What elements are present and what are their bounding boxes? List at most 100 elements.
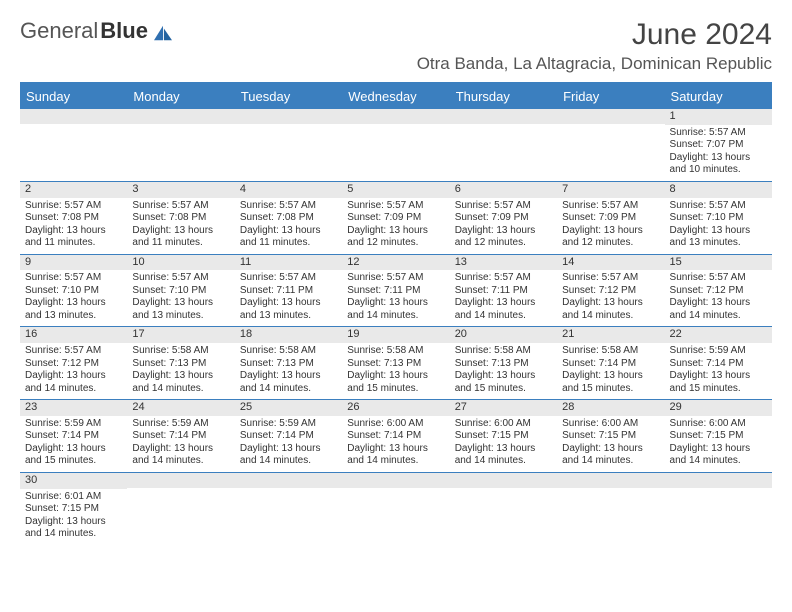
day-details: Sunrise: 5:57 AMSunset: 7:11 PMDaylight:… (450, 270, 557, 326)
daylight-text: Daylight: 13 hours (455, 225, 552, 238)
sunset-text: Sunset: 7:15 PM (562, 430, 659, 443)
day-details: Sunrise: 5:59 AMSunset: 7:14 PMDaylight:… (127, 416, 234, 472)
day-number (557, 473, 664, 488)
sunset-text: Sunset: 7:14 PM (670, 358, 767, 371)
weekday-wed: Wednesday (342, 84, 449, 109)
day-cell (450, 473, 557, 545)
location-text: Otra Banda, La Altagracia, Dominican Rep… (417, 54, 772, 74)
sunrise-text: Sunrise: 5:58 AM (455, 345, 552, 358)
day-details (127, 488, 234, 536)
sunset-text: Sunset: 7:14 PM (132, 430, 229, 443)
daylight-text: and 10 minutes. (670, 164, 767, 177)
daylight-text: and 13 minutes. (25, 310, 122, 323)
daylight-text: Daylight: 13 hours (132, 443, 229, 456)
day-cell: 24Sunrise: 5:59 AMSunset: 7:14 PMDayligh… (127, 400, 234, 472)
day-number: 17 (127, 327, 234, 343)
daylight-text: and 15 minutes. (455, 383, 552, 396)
daylight-text: and 13 minutes. (132, 310, 229, 323)
sunset-text: Sunset: 7:14 PM (240, 430, 337, 443)
daylight-text: Daylight: 13 hours (562, 225, 659, 238)
day-details (450, 488, 557, 536)
logo-text-2: Blue (100, 18, 148, 44)
day-number: 20 (450, 327, 557, 343)
day-number: 13 (450, 255, 557, 271)
day-cell: 13Sunrise: 5:57 AMSunset: 7:11 PMDayligh… (450, 255, 557, 327)
daylight-text: and 14 minutes. (25, 383, 122, 396)
daylight-text: and 12 minutes. (347, 237, 444, 250)
day-details: Sunrise: 6:00 AMSunset: 7:15 PMDaylight:… (450, 416, 557, 472)
daylight-text: Daylight: 13 hours (562, 297, 659, 310)
daylight-text: Daylight: 13 hours (25, 297, 122, 310)
sunset-text: Sunset: 7:13 PM (455, 358, 552, 371)
sunset-text: Sunset: 7:15 PM (670, 430, 767, 443)
day-cell (557, 473, 664, 545)
sunrise-text: Sunrise: 5:57 AM (347, 200, 444, 213)
daylight-text: and 12 minutes. (455, 237, 552, 250)
day-details (557, 488, 664, 536)
sunrise-text: Sunrise: 5:57 AM (240, 272, 337, 285)
day-details: Sunrise: 5:57 AMSunset: 7:12 PMDaylight:… (557, 270, 664, 326)
day-number (235, 109, 342, 124)
weeks-container: 1Sunrise: 5:57 AMSunset: 7:07 PMDaylight… (20, 109, 772, 545)
sunrise-text: Sunrise: 6:00 AM (670, 418, 767, 431)
day-details: Sunrise: 5:59 AMSunset: 7:14 PMDaylight:… (20, 416, 127, 472)
sunset-text: Sunset: 7:13 PM (132, 358, 229, 371)
sunset-text: Sunset: 7:11 PM (455, 285, 552, 298)
daylight-text: Daylight: 13 hours (670, 443, 767, 456)
daylight-text: Daylight: 13 hours (25, 370, 122, 383)
daylight-text: and 13 minutes. (670, 237, 767, 250)
sunrise-text: Sunrise: 5:57 AM (562, 200, 659, 213)
day-cell (235, 473, 342, 545)
daylight-text: and 14 minutes. (455, 455, 552, 468)
day-number: 9 (20, 255, 127, 271)
day-number: 18 (235, 327, 342, 343)
sunrise-text: Sunrise: 5:57 AM (347, 272, 444, 285)
sunset-text: Sunset: 7:14 PM (25, 430, 122, 443)
daylight-text: and 14 minutes. (347, 310, 444, 323)
daylight-text: Daylight: 13 hours (132, 225, 229, 238)
week-row: 2Sunrise: 5:57 AMSunset: 7:08 PMDaylight… (20, 182, 772, 255)
daylight-text: and 14 minutes. (670, 455, 767, 468)
sunrise-text: Sunrise: 5:59 AM (25, 418, 122, 431)
daylight-text: Daylight: 13 hours (670, 370, 767, 383)
day-details (342, 124, 449, 172)
day-cell: 5Sunrise: 5:57 AMSunset: 7:09 PMDaylight… (342, 182, 449, 254)
day-details: Sunrise: 5:57 AMSunset: 7:07 PMDaylight:… (665, 125, 772, 181)
sunrise-text: Sunrise: 5:58 AM (240, 345, 337, 358)
day-cell (665, 473, 772, 545)
day-details: Sunrise: 5:57 AMSunset: 7:09 PMDaylight:… (450, 198, 557, 254)
day-details (450, 124, 557, 172)
sunset-text: Sunset: 7:13 PM (347, 358, 444, 371)
day-details: Sunrise: 5:57 AMSunset: 7:10 PMDaylight:… (665, 198, 772, 254)
day-details: Sunrise: 5:57 AMSunset: 7:12 PMDaylight:… (20, 343, 127, 399)
day-number (450, 109, 557, 124)
daylight-text: Daylight: 13 hours (347, 297, 444, 310)
day-details: Sunrise: 5:58 AMSunset: 7:13 PMDaylight:… (450, 343, 557, 399)
day-number: 6 (450, 182, 557, 198)
sunrise-text: Sunrise: 6:00 AM (455, 418, 552, 431)
weekday-mon: Monday (127, 84, 234, 109)
weekday-header: Sunday Monday Tuesday Wednesday Thursday… (20, 84, 772, 109)
day-cell: 15Sunrise: 5:57 AMSunset: 7:12 PMDayligh… (665, 255, 772, 327)
day-number: 30 (20, 473, 127, 489)
daylight-text: Daylight: 13 hours (132, 370, 229, 383)
sunset-text: Sunset: 7:08 PM (25, 212, 122, 225)
daylight-text: Daylight: 13 hours (25, 516, 122, 529)
sunset-text: Sunset: 7:12 PM (562, 285, 659, 298)
day-number: 28 (557, 400, 664, 416)
day-details: Sunrise: 5:59 AMSunset: 7:14 PMDaylight:… (665, 343, 772, 399)
day-number: 16 (20, 327, 127, 343)
day-cell: 14Sunrise: 5:57 AMSunset: 7:12 PMDayligh… (557, 255, 664, 327)
day-cell: 18Sunrise: 5:58 AMSunset: 7:13 PMDayligh… (235, 327, 342, 399)
week-row: 16Sunrise: 5:57 AMSunset: 7:12 PMDayligh… (20, 327, 772, 400)
sunrise-text: Sunrise: 5:59 AM (240, 418, 337, 431)
day-number: 12 (342, 255, 449, 271)
day-number (127, 109, 234, 124)
weekday-tue: Tuesday (235, 84, 342, 109)
daylight-text: Daylight: 13 hours (347, 225, 444, 238)
sunset-text: Sunset: 7:08 PM (132, 212, 229, 225)
sunrise-text: Sunrise: 5:57 AM (132, 272, 229, 285)
week-row: 23Sunrise: 5:59 AMSunset: 7:14 PMDayligh… (20, 400, 772, 473)
day-cell: 4Sunrise: 5:57 AMSunset: 7:08 PMDaylight… (235, 182, 342, 254)
daylight-text: Daylight: 13 hours (562, 443, 659, 456)
